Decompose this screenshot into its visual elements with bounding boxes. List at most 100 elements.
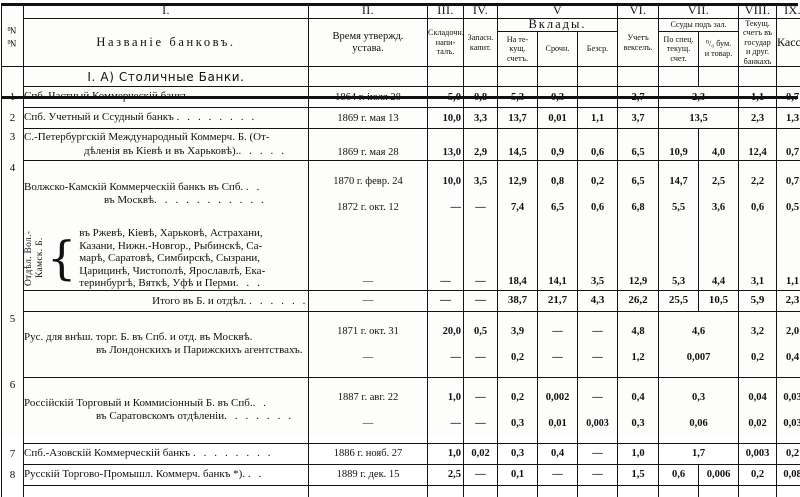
row-current-account: 0,003 <box>739 443 777 464</box>
totals-deposits-current: 38,7 <box>498 290 538 311</box>
row-charter-date: 1869 г. мая 13 <box>309 108 428 129</box>
row-charter-date: 1871 г. окт. 31 — <box>309 311 428 377</box>
row-number: 6 <box>2 377 24 443</box>
row-loans-combined: 0,3 0,06 <box>659 377 739 443</box>
table-row-branches[interactable]: Отдѣл. Вол.- Камск. Б. { въ Ржевѣ, Кiевѣ… <box>2 227 800 290</box>
row-bank-name: Русскiй Торгово-Промышл. Коммерч. банкъ … <box>24 464 309 485</box>
row-loans-securities: 0,006 <box>699 464 739 485</box>
row-charter-date: 1887 г. авг. 22 — <box>309 377 428 443</box>
table-row[interactable]: 6 Россiйскiй Торговый и Коммисiонный Б. … <box>2 377 800 443</box>
bank-name-text-2: въ Саратовскомъ отдѣленiи <box>24 410 224 424</box>
row-bank-name: С.-Петербургскiй Международный Коммерч. … <box>24 129 309 161</box>
row-deposits-current: 0,1 <box>498 464 538 485</box>
row-current-account: 12,4 <box>739 129 777 161</box>
header-deposits-group: Вклады. <box>498 19 618 32</box>
row-deposits-term: 0,01 <box>538 108 578 129</box>
table-row[interactable]: 8 Русскiй Торгово-Промышл. Коммерч. банк… <box>2 464 800 485</box>
bank-branch-moscow: въ Москвѣ <box>24 194 154 208</box>
row-deposits-perpetual: 0,6 <box>578 129 618 161</box>
row-current-account: 2,2 0,6 <box>739 161 777 228</box>
trailing-cell-3 <box>428 485 464 497</box>
totals-label: Итого въ Б. и отдѣл. . . . . . . <box>24 290 309 311</box>
totals-rownum-spacer <box>2 290 24 311</box>
row-current-account: 0,2 <box>739 464 777 485</box>
trailing-cell-10 <box>699 485 739 497</box>
row-bank-name: Спб. Учетный и Ссудный банкъ . . . . . .… <box>24 108 309 129</box>
row-loans-combined: 1,7 <box>659 443 739 464</box>
row-reserve-capital: 2,9 <box>464 129 498 161</box>
section-spacer-7b <box>699 67 739 87</box>
row-bank-name: Спб.-Азовскiй Коммерческiй банкъ . . . .… <box>24 443 309 464</box>
header-reserve-capital: Запасн.капит. <box>464 19 498 67</box>
bank-name-text: Спб. Учетный и Ссудный банкъ <box>24 111 174 123</box>
row-deposits-perpetual: — <box>578 443 618 464</box>
row-share-capital: 2,5 <box>428 464 464 485</box>
trailing-cell-9 <box>659 485 699 497</box>
row-loans-special: 10,9 <box>659 129 699 161</box>
row-current-account: 3,2 0,2 <box>739 311 777 377</box>
row-share-capital: 1,0 <box>428 443 464 464</box>
row-current-account: 2,3 <box>739 108 777 129</box>
row-deposits-current: 13,7 <box>498 108 538 129</box>
row-branch-deposits-perpetual: 3,5 <box>578 227 618 290</box>
row-loans-special: 0,6 <box>659 464 699 485</box>
table-row[interactable]: 7 Спб.-Азовскiй Коммерческiй банкъ . . .… <box>2 443 800 464</box>
row-cash: 2,0 0,4 <box>777 311 800 377</box>
totals-date: — <box>309 290 428 311</box>
header-share-capital: Складочн.напи-талъ. <box>428 19 464 67</box>
row-branch-current-account: 3,1 <box>739 227 777 290</box>
trailing-cell-0 <box>2 485 24 497</box>
header-bottom-rule <box>1 96 798 99</box>
bank-name-text-2: въ Лондонскихъ и Парижскихъ агентствахъ <box>24 344 300 358</box>
row-deposits-current: 3,9 0,2 <box>498 311 538 377</box>
row-deposits-term: — <box>538 464 578 485</box>
trailing-cell-5 <box>498 485 538 497</box>
trailing-cell-11 <box>739 485 777 497</box>
table-row[interactable]: 4 Волжско-Камскiй Коммерческiй банкъ въ … <box>2 161 800 228</box>
bank-statistics-table: № № I. II. III. IV. V VI. VII. VIII. IX.… <box>1 3 800 497</box>
row-bill-discount: 1,0 <box>618 443 659 464</box>
header-deposits-term: Срочн. <box>538 31 578 66</box>
branch-cities-text: въ Ржевѣ, Кiевѣ, Харьковѣ, Астрахани, Ка… <box>79 227 265 290</box>
row-share-capital: 1,0 — <box>428 377 464 443</box>
row-branch-deposits-term: 14,1 <box>538 227 578 290</box>
row-deposits-current: 14,5 <box>498 129 538 161</box>
row-charter-date: 1886 г. нояб. 27 <box>309 443 428 464</box>
row-cash: 1,3 <box>777 108 800 129</box>
row-loans-securities: 4,0 <box>699 129 739 161</box>
totals-loans-special: 25,5 <box>659 290 699 311</box>
table-row[interactable]: 2 Спб. Учетный и Ссудный банкъ . . . . .… <box>2 108 800 129</box>
header-bank-name: Названiе банковъ. <box>24 19 309 67</box>
row-reserve-capital: — <box>464 464 498 485</box>
totals-loans-securities: 10,5 <box>699 290 739 311</box>
row-charter-date: 1869 г. мая 28 <box>309 129 428 161</box>
bank-name-text: Россiйскiй Торговый и Коммисiонный Б. въ… <box>24 397 253 409</box>
totals-current-account: 5,9 <box>739 290 777 311</box>
bank-name-text: С.-Петербургскiй Международный Коммерч. … <box>24 131 270 143</box>
row-share-capital: 13,0 <box>428 129 464 161</box>
header-charter-date: Время утвержд.устава. <box>309 19 428 67</box>
row-reserve-capital: 0,02 <box>464 443 498 464</box>
row-cash: 0,7 0,5 <box>777 161 800 228</box>
row-branch-loans-securities: 4,4 <box>699 227 739 290</box>
totals-row: Итого въ Б. и отдѣл. . . . . . . — — — 3… <box>2 290 800 311</box>
section-spacer-5b <box>538 67 578 87</box>
row-cash: 0,2 <box>777 443 800 464</box>
row-number: 4 <box>2 161 24 228</box>
row-deposits-perpetual: — <box>578 464 618 485</box>
row-branch-share-capital: — <box>428 227 464 290</box>
row-cash: 0,03 0,03 <box>777 377 800 443</box>
leader-dots-2: . . . . . . . . . . . <box>154 194 266 206</box>
table-row[interactable]: 5 Рус. для внѣш. торг. Б. въ Спб. и отд.… <box>2 311 800 377</box>
row-charter-date: 1889 г. дек. 15 <box>309 464 428 485</box>
row-deposits-perpetual: 1,1 <box>578 108 618 129</box>
leader-dots: . . . . . . . <box>224 410 294 422</box>
table-row[interactable]: 3 С.-Петербургскiй Международный Коммерч… <box>2 129 800 161</box>
section-spacer-3 <box>428 67 464 87</box>
row-deposits-term: 0,8 6,5 <box>538 161 578 228</box>
row-bank-name: Волжско-Камскiй Коммерческiй банкъ въ Сп… <box>24 161 309 228</box>
row-share-capital: 10,0 — <box>428 161 464 228</box>
section-spacer-7a <box>659 67 699 87</box>
row-number: 2 <box>2 108 24 129</box>
trailing-blank-row <box>2 485 800 497</box>
